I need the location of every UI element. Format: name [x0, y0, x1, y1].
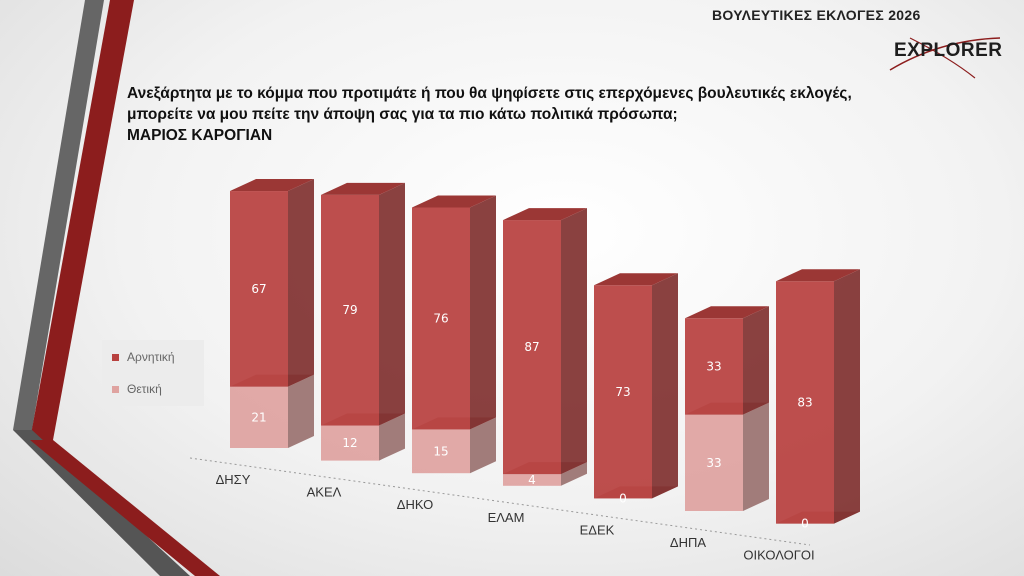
decorative-stripes [13, 0, 220, 576]
data-label-positive: 0 [619, 491, 627, 505]
bar-negative-top [503, 208, 587, 221]
x-tick-label: ΔΗΣΥ [216, 472, 251, 487]
bar-positive [685, 414, 743, 511]
bar-negative [321, 194, 379, 426]
bar-negative-side [834, 269, 860, 524]
bar-negative [594, 285, 652, 499]
question-subject: ΜΑΡΙΟΣ ΚΑΡΟΓΙΑΝ [127, 127, 273, 144]
data-label-negative: 73 [615, 385, 630, 399]
bar-negative-side [288, 179, 314, 387]
bar-positive-side [470, 417, 496, 474]
x-axis-labels: ΔΗΣΥ ΑΚΕΛ ΔΗΚΟ ΕΛΑΜ ΕΔΕΚ ΔΗΠΑ ΟΙΚΟΛΟΓΟΙ [216, 472, 815, 563]
stripe-dark-bottom [13, 430, 190, 576]
legend-item-positive: Θετική [112, 382, 162, 396]
bar-negative-side [743, 306, 769, 415]
data-label-negative: 33 [706, 359, 721, 373]
stripe-red-bottom [30, 440, 220, 576]
bar-group: 12 79 [321, 182, 405, 461]
legend-label-negative: Αρνητική [127, 350, 175, 364]
chart-legend: Αρνητική Θετική [102, 340, 204, 406]
bar-negative-side [379, 182, 405, 426]
bar-negative-side [652, 273, 678, 499]
question-line-1: Ανεξάρτητα με το κόμμα που προτιμάτε ή π… [127, 85, 852, 102]
bar-negative [685, 318, 743, 415]
data-label-positive: 0 [801, 517, 809, 531]
bar-positive [230, 386, 288, 448]
bar-group: 4 87 [503, 208, 587, 487]
bar-group: 21 67 [230, 179, 314, 448]
floor-axis-line [189, 457, 811, 546]
bar-positive-side [743, 402, 769, 511]
bar-negative-top [594, 273, 678, 286]
legend-swatch-positive [112, 386, 119, 394]
bar-positive-side [379, 413, 405, 461]
bar-negative-top [321, 182, 405, 195]
bar-group: 0 83 [776, 269, 860, 531]
data-label-negative: 67 [251, 282, 266, 296]
bar-negative-top [412, 195, 496, 208]
bar-negative [503, 220, 561, 475]
data-label-negative: 79 [342, 303, 357, 317]
data-label-negative: 87 [524, 340, 539, 354]
bar-negative-side [470, 195, 496, 430]
bar-negative-top [685, 306, 769, 319]
legend-swatch-negative [112, 354, 119, 362]
bar-positive-side [288, 374, 314, 448]
x-tick-label: ΕΛΑΜ [488, 510, 525, 525]
data-label-negative: 76 [433, 311, 448, 325]
data-label-positive: 33 [706, 456, 721, 470]
survey-question: Ανεξάρτητα με το κόμμα που προτιμάτε ή π… [127, 83, 987, 146]
bar-negative [776, 281, 834, 524]
legend-label-positive: Θετική [127, 382, 162, 396]
x-tick-label: ΕΔΕΚ [580, 522, 615, 537]
stripe-red-top [30, 0, 134, 440]
bar-group: 33 33 [685, 306, 769, 511]
data-label-positive: 15 [433, 444, 448, 458]
question-line-2: μπορείτε να μου πείτε την άποψη σας για … [127, 106, 678, 123]
bar-positive-side [561, 462, 587, 486]
bar-positive [503, 474, 561, 486]
x-tick-label: ΑΚΕΛ [307, 485, 342, 500]
x-tick-label: ΔΗΠΑ [670, 535, 706, 550]
bar-negative [412, 207, 470, 430]
logo-swoosh-icon [889, 37, 1001, 79]
data-label-positive: 4 [528, 473, 536, 487]
x-tick-label: ΟΙΚΟΛΟΓΟΙ [743, 548, 814, 563]
logo-text: EXPLORER [894, 40, 1003, 61]
bar-negative-side [561, 208, 587, 475]
stripe-dark-top [13, 0, 104, 430]
x-tick-label: ΔΗΚΟ [397, 497, 433, 512]
bar-negative-top [230, 179, 314, 192]
data-label-negative: 83 [797, 395, 812, 409]
report-title: ΒΟΥΛΕΥΤΙΚΕΣ ΕΚΛΟΓΕΣ 2026 [712, 7, 921, 23]
bar-negative-top [776, 269, 860, 282]
bar-group: 0 73 [594, 273, 678, 505]
legend-item-negative: Αρνητική [112, 350, 175, 364]
explorer-logo: EXPLORER [880, 30, 1010, 82]
bar-negative [230, 191, 288, 387]
chart-floor [189, 457, 811, 546]
bar-positive [321, 425, 379, 461]
data-label-positive: 21 [251, 410, 266, 424]
bar-positive [412, 429, 470, 474]
data-label-positive: 12 [342, 436, 357, 450]
